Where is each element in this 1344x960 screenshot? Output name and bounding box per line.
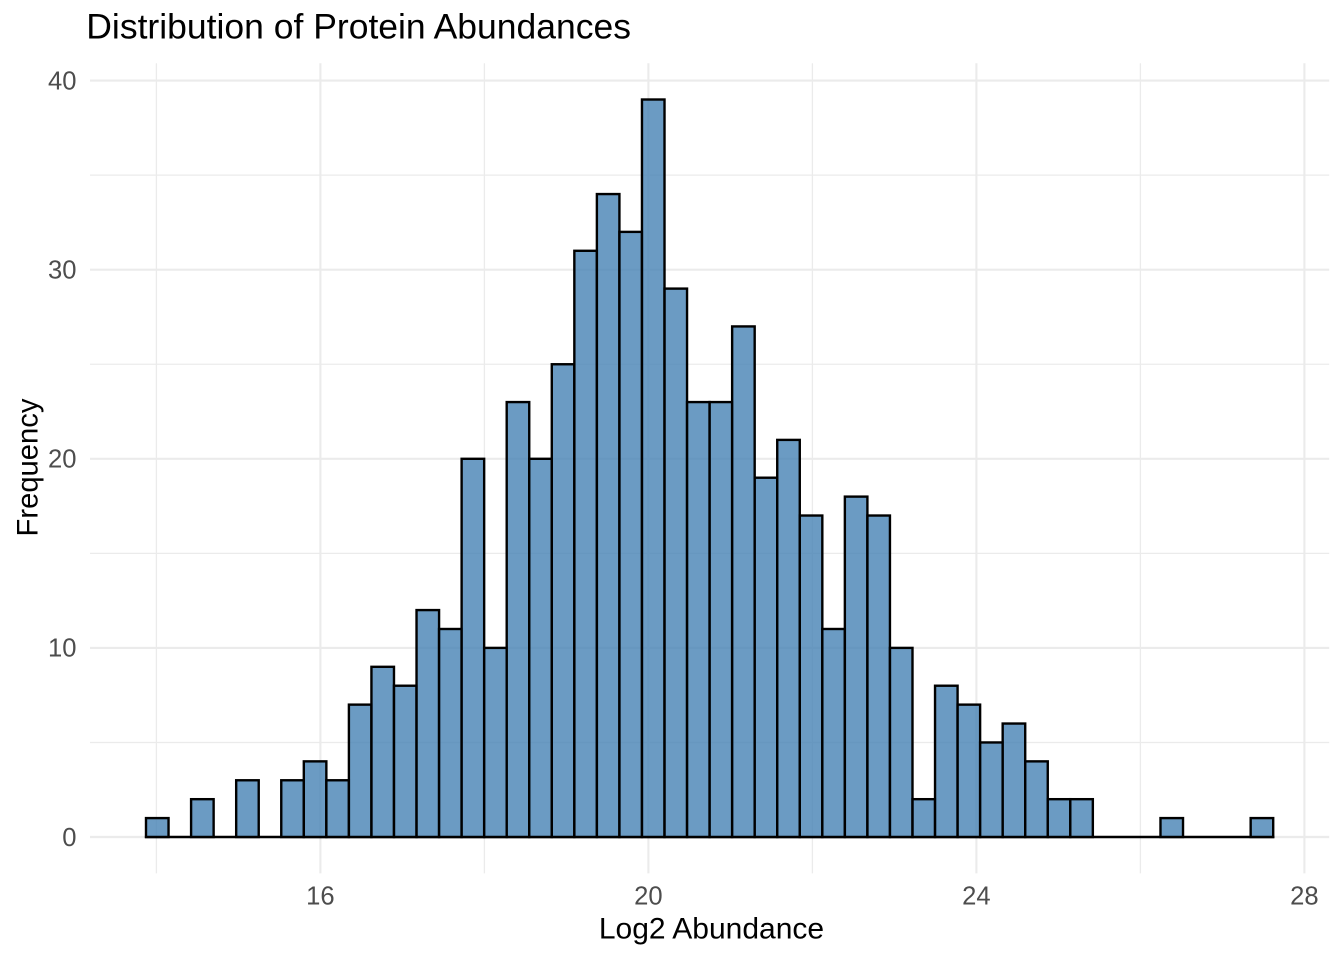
svg-text:Distribution of Protein Abunda: Distribution of Protein Abundances [86,7,631,47]
svg-text:20: 20 [48,446,76,474]
svg-text:Log2 Abundance: Log2 Abundance [599,912,824,945]
svg-text:24: 24 [962,882,990,910]
svg-text:10: 10 [48,635,76,663]
svg-text:28: 28 [1290,882,1318,910]
svg-text:30: 30 [48,257,76,285]
svg-text:40: 40 [48,67,76,95]
svg-text:Frequency: Frequency [13,398,45,536]
svg-text:16: 16 [306,882,334,910]
svg-text:0: 0 [62,824,76,852]
svg-text:20: 20 [634,882,662,910]
